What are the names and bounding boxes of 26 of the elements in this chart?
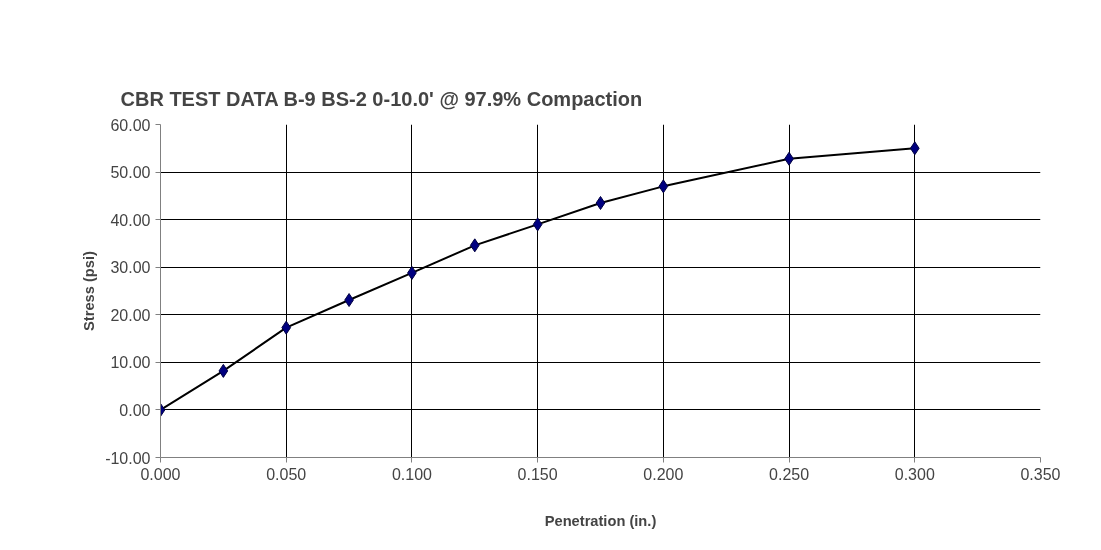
y-tick-label: 30.00: [110, 259, 151, 277]
y-tick-label: 60.00: [110, 116, 151, 134]
point: [595, 195, 606, 210]
y-tick-label: 10.00: [110, 354, 151, 372]
point: [532, 217, 543, 232]
y-tick-label: 0.00: [119, 401, 151, 419]
x-tick-label: 0.050: [266, 465, 307, 483]
x-tick-label: 0.100: [391, 465, 433, 483]
point: [469, 238, 480, 253]
y-tick-label: 40.00: [110, 211, 151, 229]
y-axis-title: Stress (psi): [81, 250, 98, 331]
point: [218, 363, 229, 378]
x-axis-title: Penetration (in.): [544, 512, 657, 529]
y-tick-label: 50.00: [110, 164, 151, 182]
point: [909, 141, 920, 156]
x-tick-label: 0.200: [643, 465, 684, 483]
y-tick-label: 20.00: [110, 306, 151, 324]
point: [281, 320, 292, 335]
x-tick-label: 0.300: [894, 465, 935, 483]
x-tick-label: 0.150: [517, 465, 558, 483]
point: [658, 179, 669, 194]
x-tick-label: 0.250: [769, 465, 810, 483]
x-tick-label: 0.350: [1020, 465, 1061, 483]
x-tick-label: 0.000: [140, 465, 181, 483]
y-tick-label: -10.00: [105, 449, 151, 467]
chart-title: CBR TEST DATA B-9 BS-2 0-10.0' @ 97.9% Compaction: [120, 87, 643, 110]
